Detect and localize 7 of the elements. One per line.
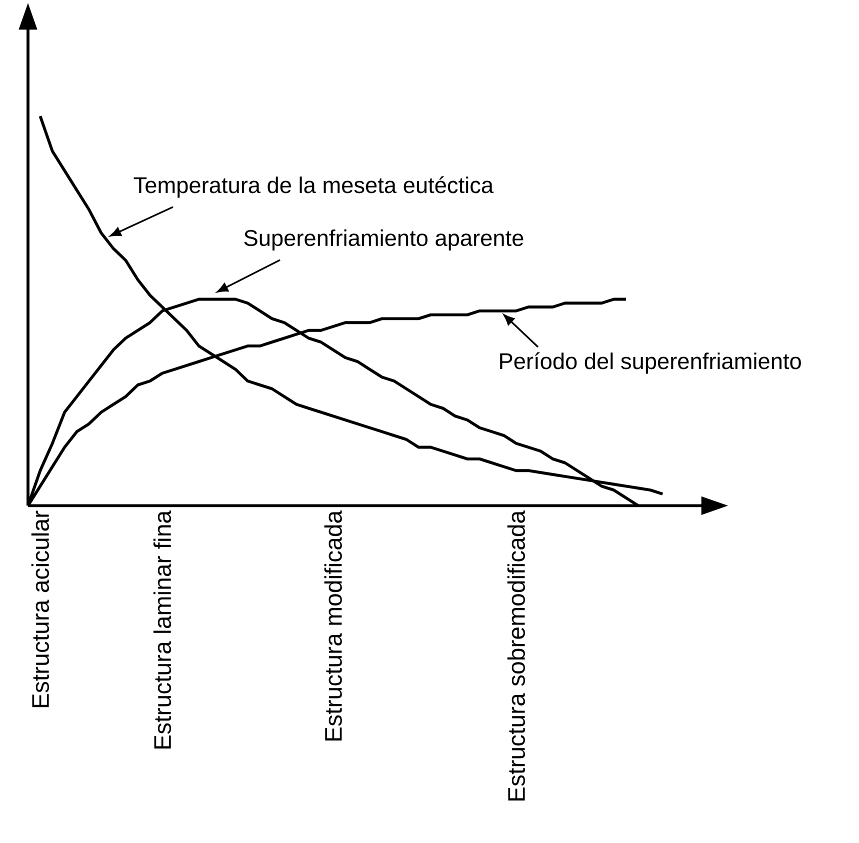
annotation: Período del superenfriamiento [500, 352, 801, 374]
annotation: Temperatura de la meseta eutéctica [134, 176, 494, 198]
x-tick-label: Estructura sobremodificada [507, 510, 525, 801]
x-tick-label: Estructura modificada [324, 510, 342, 740]
annotation: Superenfriamiento aparente [244, 229, 524, 251]
x-tick-label: Estructura laminar fina [153, 510, 172, 748]
x-tick-label: Estructura acicular [31, 510, 50, 708]
